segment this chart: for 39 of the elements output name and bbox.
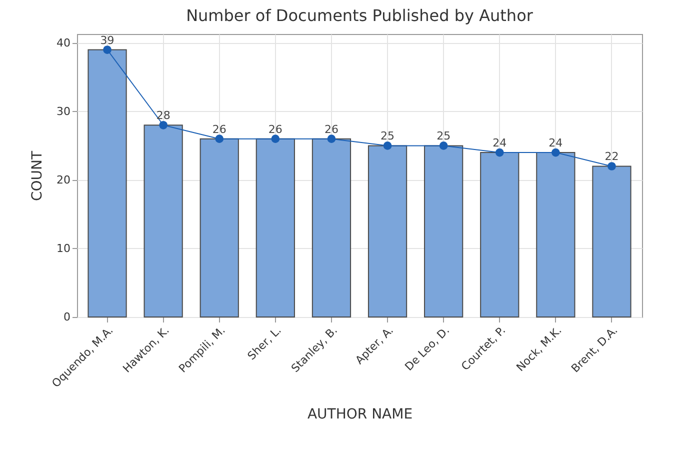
point — [327, 134, 336, 144]
bar — [368, 145, 408, 318]
point — [271, 134, 280, 144]
data-label: 24 — [492, 136, 507, 150]
y-axis-title: COUNT — [30, 150, 46, 202]
point — [439, 142, 448, 150]
chart-title: Number of Documents Published by Author — [186, 6, 534, 25]
point — [103, 46, 112, 54]
data-label: 25 — [380, 130, 395, 143]
data-label: 26 — [212, 122, 226, 136]
y-tick-label: 30 — [56, 104, 70, 118]
bar — [536, 152, 576, 318]
x-tick-label: De Leo, D. — [402, 324, 452, 374]
data-label: 25 — [436, 130, 451, 143]
bar — [592, 166, 632, 318]
data-label: 24 — [548, 136, 563, 150]
bar — [144, 124, 183, 318]
point — [495, 148, 504, 157]
y-tick-label: 0 — [64, 310, 70, 324]
point — [159, 120, 168, 130]
y-tick-label: 40 — [56, 36, 70, 50]
y-tick-label: 20 — [56, 173, 70, 186]
data-label: 22 — [604, 150, 619, 164]
x-axis-title: AUTHOR NAME — [307, 406, 413, 422]
point — [383, 142, 392, 150]
y-tick-label: 10 — [56, 242, 70, 255]
bar — [256, 138, 295, 318]
point — [552, 148, 560, 157]
bar — [480, 152, 520, 318]
data-label: 26 — [268, 122, 282, 136]
data-label: 28 — [156, 109, 170, 122]
point — [608, 162, 616, 170]
data-label: 26 — [324, 122, 338, 136]
bar — [88, 49, 127, 318]
data-label: 39 — [100, 34, 114, 47]
point — [215, 134, 224, 144]
bar — [312, 138, 352, 318]
bar — [200, 138, 239, 318]
bar — [424, 145, 464, 318]
